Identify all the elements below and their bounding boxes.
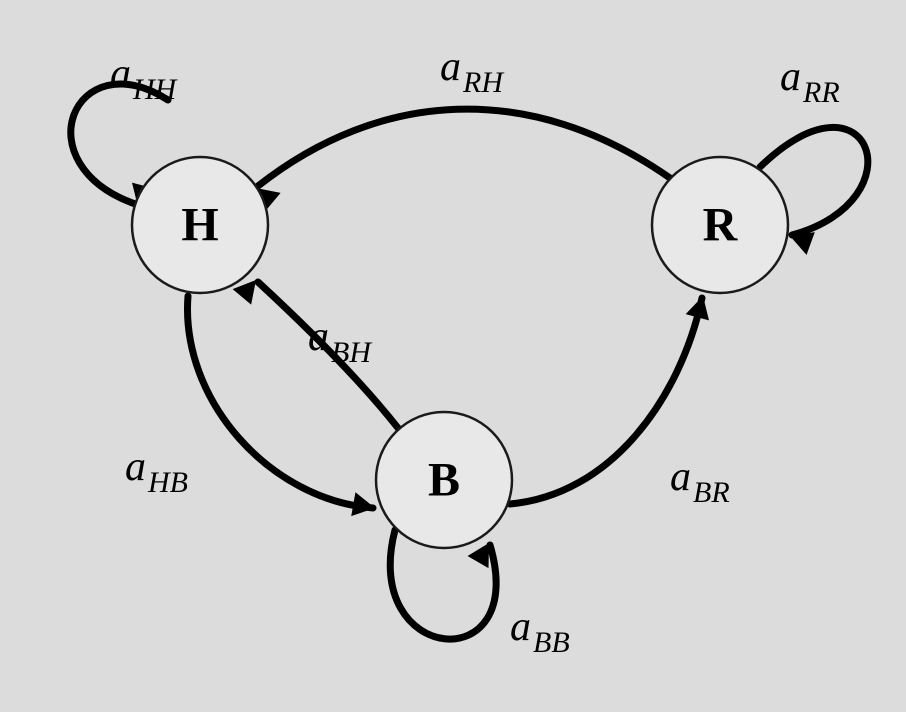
edge-label-main-RR: a [780,54,801,100]
edge-label-HH: aHH [110,51,179,106]
node-label-B: B [428,454,460,507]
edge-label-RR: aRR [780,54,840,109]
edge-label-main-HB: a [125,444,146,490]
edge-label-sub-HB: HB [147,466,188,499]
edge-label-sub-BH: BH [331,336,373,369]
edge-HB [188,296,373,508]
edge-label-sub-BR: BR [693,476,730,509]
edge-label-RH: aRH [440,44,505,99]
node-label-R: R [703,199,739,252]
edge-label-main-BH: a [308,314,329,360]
arrowhead-BB [468,543,489,568]
edge-label-BR: aBR [670,454,730,509]
edge-label-sub-RR: RR [802,76,840,109]
arrowhead-RR [790,232,815,255]
edge-label-BH: aBH [308,314,373,369]
edge-label-main-RH: a [440,44,461,90]
edge-label-HB: aHB [125,444,188,499]
edge-label-main-BB: a [510,604,531,650]
arrowhead-HB [351,492,375,516]
edge-label-sub-BB: BB [533,626,570,659]
edge-label-sub-RH: RH [462,66,505,99]
node-label-H: H [181,199,218,252]
edge-labels-group: aHHaRRaBBaRHaBHaHBaBR [110,44,840,659]
arrowhead-BR [686,296,709,320]
edge-label-BB: aBB [510,604,570,659]
edge-label-sub-HH: HH [132,73,179,106]
edge-RH [258,109,670,186]
node-B: B [376,412,512,548]
state-diagram: HRB aHHaRRaBBaRHaBHaHBaBR [0,0,906,712]
edge-label-main-BR: a [670,454,691,500]
node-H: H [132,157,268,293]
edge-label-main-HH: a [110,51,131,97]
node-R: R [652,157,788,293]
